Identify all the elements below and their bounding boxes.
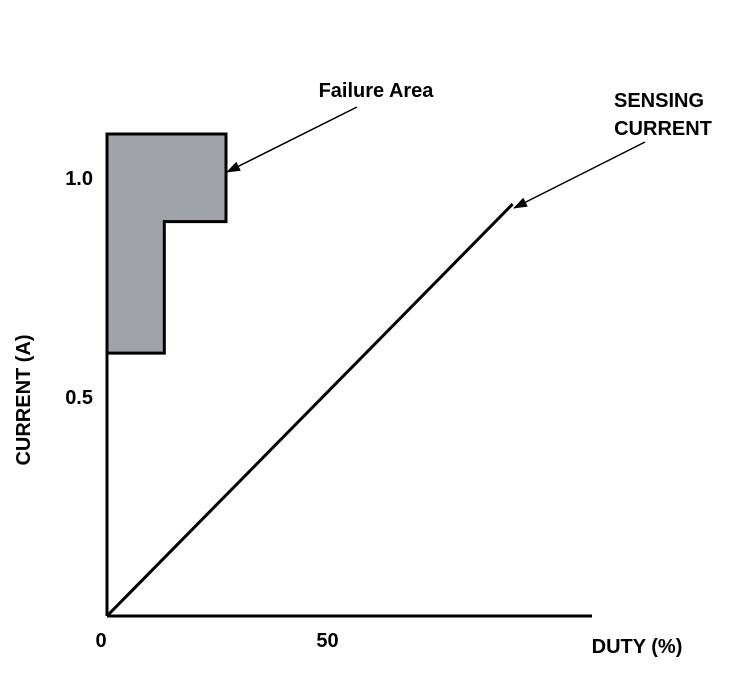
y-tick-labels: 0.5 1.0: [65, 168, 93, 409]
sensing-current-arrow: [513, 141, 646, 209]
x-tick-labels: 0 50: [95, 630, 338, 652]
y-axis-label: CURRENT (A): [13, 334, 35, 465]
sensing-current-label-line2: CURRENT: [614, 118, 712, 140]
y-tick-label: 1.0: [65, 168, 93, 190]
x-axis-label: DUTY (%): [592, 636, 683, 658]
failure-area-label: Failure Area: [319, 80, 435, 102]
x-tick-label: 50: [316, 630, 338, 652]
y-tick-label: 0.5: [65, 387, 93, 409]
plot-marks: [105, 132, 514, 618]
series-line-sensing-current: [105, 203, 514, 618]
failure-area-arrow: [226, 106, 358, 173]
x-tick-label: 0: [95, 630, 106, 652]
failure-area-region: [105, 132, 228, 355]
sensing-current-label-line1: SENSING: [614, 90, 704, 112]
